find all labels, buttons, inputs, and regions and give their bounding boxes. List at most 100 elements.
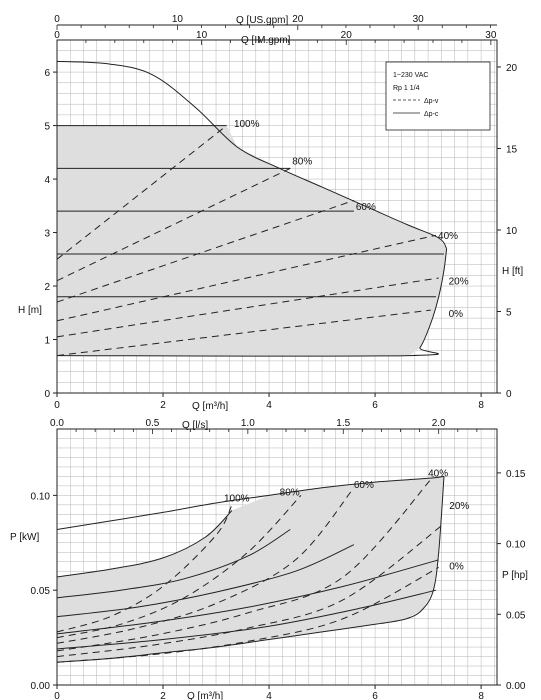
head-y-tick-label: 2 (44, 282, 50, 293)
power-y-tick-label: 0.05 (31, 586, 51, 597)
power-hp-tick-label: 0.10 (506, 540, 526, 551)
power-x-tick-label: 4 (266, 691, 272, 700)
power-hp-tick-label: 0.05 (506, 610, 526, 621)
imgpm-tick-label: 0 (54, 30, 60, 41)
head-y-tick-label: 3 (44, 229, 50, 240)
power-curve-labels: 100% 80% 60% 40% 20% 0% (224, 469, 469, 573)
head-y-tick-label: 6 (44, 68, 50, 79)
head-x-tick-label: 6 (372, 400, 378, 411)
head-curve-label: 80% (292, 156, 312, 167)
head-curve-labels: 100% 80% 60% 40% 20% 0% (234, 119, 469, 320)
head-curve-label: 60% (356, 202, 376, 213)
power-operating-area (57, 476, 444, 663)
power-y-tick-label: 0.10 (31, 491, 51, 502)
ls-tick-label: 1.5 (336, 418, 350, 429)
power-proportional-pressure-curve (56, 495, 302, 639)
head-proportional-pressure-line (56, 125, 227, 260)
imgpm-tick-label: 10 (196, 30, 208, 41)
power-curve-label: 100% (224, 493, 250, 504)
power-chart: 100%80%60%40%20%0% 0 2 4 6 80.000.050.100.00… (10, 418, 528, 700)
ls-tick-label: 1.0 (241, 418, 255, 429)
head-x-tick-label: 4 (266, 400, 272, 411)
head-curve-label: 0% (449, 309, 464, 320)
power-min-curve (56, 476, 445, 663)
ls-tick-labels: 0.0 0.5 1.0 1.5 2.0 (50, 418, 478, 434)
head-y-tick-label: 5 (44, 122, 50, 133)
power-proportional-pressure-curve (56, 523, 445, 658)
head-curve-label: 100% (234, 119, 260, 130)
usgpm-tick-labels: 0 10 20 30 (54, 14, 491, 30)
power-tick-labels: 0 2 4 6 8 0.00 0.05 0.10 0.00 0.05 0.10 0.15 (31, 469, 526, 700)
power-x-tick-label: 8 (478, 691, 484, 700)
power-constant-pressure-curve (56, 559, 439, 635)
power-plot-border (56, 428, 498, 686)
ls-tick-label: 0.5 (145, 418, 159, 429)
imgpm-tick-label: 30 (485, 30, 497, 41)
power-x-axis-label: Q [m³/h] (187, 691, 223, 700)
power-constant-pressure-curve (56, 529, 291, 599)
legend-label-dp-c: Δp-c (424, 111, 439, 118)
head-y-tick-label: 4 (44, 175, 50, 186)
power-proportional-pressure-curve (56, 504, 233, 633)
head-curve-label: 20% (449, 277, 469, 288)
power-x-tick-label: 6 (372, 691, 378, 700)
power-proportional-pressure-curve (56, 487, 355, 644)
power-hp-tick-label: 0.00 (506, 681, 526, 692)
power-curve-label: 0% (449, 562, 464, 573)
head-proportional-pressure-line (56, 199, 355, 303)
head-y-axis-label: H [m] (18, 305, 42, 316)
power-curve-label: 80% (280, 488, 300, 499)
head-ft-tick-label: 5 (506, 307, 512, 318)
usgpm-axis-label: Q [US.gpm] (236, 15, 288, 26)
power-curve-label: 40% (428, 469, 448, 480)
head-x-tick-label: 0 (54, 400, 60, 411)
power-hp-tick-label: 0.15 (506, 469, 526, 480)
power-constant-pressure-curve (56, 510, 233, 578)
head-min-curve (56, 248, 448, 357)
usgpm-tick-label: 0 (54, 14, 60, 25)
imgpm-axis-label: Q [IM.gpm] (241, 35, 291, 46)
head-ft-tick-label: 10 (506, 226, 518, 237)
imgpm-tick-labels: 0 10 20 30 (54, 30, 497, 45)
head-legend: 1~230 VAC Rp 1 1/4 Δp-v Δp-c (385, 61, 491, 131)
head-proportional-pressure-line (56, 234, 437, 322)
power-right-axis-label: P [hp] (502, 570, 528, 581)
power-y-tick-label: 0.00 (31, 681, 51, 692)
legend-label-dp-v: Δp-v (424, 98, 439, 105)
head-x-axis-label: Q [m³/h] (192, 401, 228, 412)
head-proportional-pressure-curves (56, 125, 439, 357)
head-x-tick-label: 2 (160, 400, 166, 411)
power-curve-label: 60% (354, 480, 374, 491)
imgpm-tick-label: 20 (341, 30, 353, 41)
power-constant-pressure-curves (56, 510, 439, 650)
power-y-axis-label: P [kW] (10, 532, 39, 543)
usgpm-tick-label: 30 (413, 14, 425, 25)
power-max-curve (56, 475, 445, 530)
head-y-tick-label: 1 (44, 336, 50, 347)
legend-box (385, 61, 491, 131)
power-constant-pressure-curve (56, 589, 437, 650)
head-chart: 100%80%60%40%20%0% 0 2 4 6 8012345605101520 … (18, 14, 523, 412)
ls-axis-label: Q [l/s] (182, 420, 208, 431)
head-plot-border (56, 39, 498, 394)
power-proportional-pressure-curve (56, 476, 434, 652)
head-curve-label: 40% (438, 231, 458, 242)
head-constant-pressure-curves (57, 125, 444, 298)
legend-title-voltage: 1~230 VAC (393, 72, 428, 79)
head-ft-tick-label: 0 (506, 389, 512, 400)
head-proportional-pressure-line (56, 309, 431, 357)
ls-tick-label: 0.0 (50, 418, 64, 429)
ls-tick-label: 2.0 (432, 418, 446, 429)
power-constant-pressure-curve (56, 544, 355, 618)
head-tick-labels: 0 2 4 6 8 0 1 2 3 4 5 6 0 5 10 15 20 (44, 63, 517, 411)
usgpm-tick-label: 20 (292, 14, 304, 25)
head-ft-tick-label: 15 (506, 144, 518, 155)
legend-title-connection: Rp 1 1/4 (393, 85, 420, 92)
power-x-tick-label: 2 (160, 691, 166, 700)
power-curve-label: 20% (449, 501, 469, 512)
power-x-tick-label: 0 (54, 691, 60, 700)
head-ft-tick-label: 20 (506, 63, 518, 74)
head-max-curve (56, 60, 448, 249)
head-proportional-pressure-line (56, 277, 439, 338)
